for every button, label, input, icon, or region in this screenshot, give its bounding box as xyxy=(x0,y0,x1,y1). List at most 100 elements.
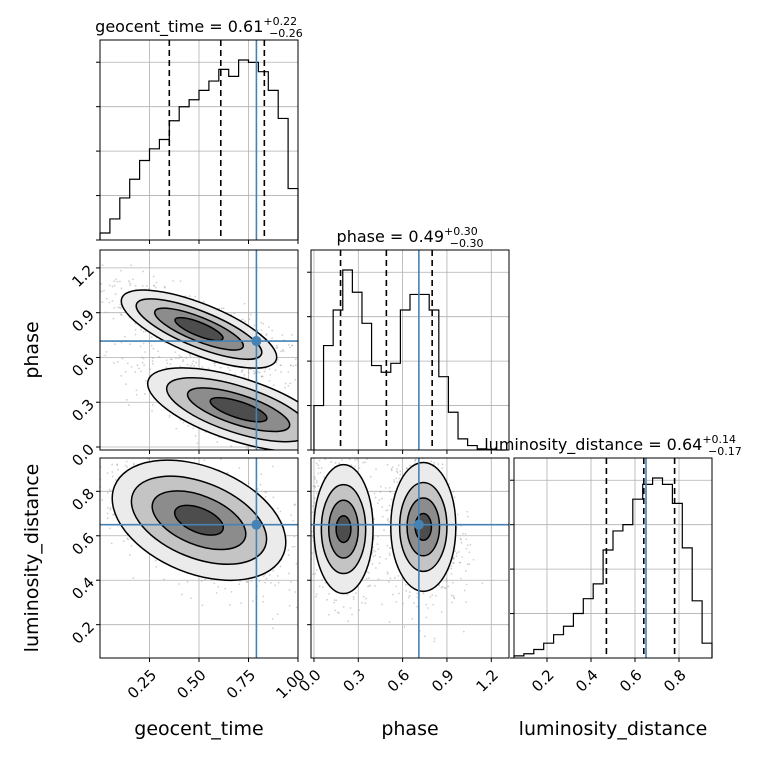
sample-point xyxy=(267,452,269,454)
sample-point xyxy=(396,471,399,474)
sample-point xyxy=(142,357,145,360)
sample-point xyxy=(395,470,398,473)
sample-point xyxy=(152,275,155,278)
sample-point xyxy=(261,375,264,378)
sample-point xyxy=(260,321,263,324)
sample-point xyxy=(277,359,279,361)
sample-point xyxy=(287,549,290,552)
sample-point xyxy=(299,529,301,531)
sample-point xyxy=(312,485,315,487)
sample-point xyxy=(308,427,310,429)
sample-point xyxy=(277,581,280,584)
sample-point xyxy=(192,360,195,363)
x-axis-label-geocent_time: geocent_time xyxy=(134,718,263,740)
sample-point xyxy=(294,364,297,367)
sample-point xyxy=(275,346,278,349)
sample-point xyxy=(307,428,309,430)
marginal-panel-luminosity_distance-background xyxy=(514,458,712,658)
sample-point xyxy=(258,580,261,583)
sample-point xyxy=(47,455,49,457)
sample-point xyxy=(388,621,391,623)
sample-point xyxy=(268,574,271,576)
sample-point xyxy=(139,345,142,348)
sample-point xyxy=(453,597,456,600)
sample-point xyxy=(105,350,108,353)
sample-point xyxy=(441,585,444,588)
sample-point xyxy=(378,562,381,565)
sample-point xyxy=(170,358,173,361)
sample-point xyxy=(269,374,272,376)
sample-point xyxy=(303,459,305,461)
sample-point xyxy=(276,455,278,457)
sample-point xyxy=(318,585,321,588)
sample-point xyxy=(124,335,126,338)
sample-point xyxy=(364,602,367,605)
sample-point xyxy=(260,473,263,476)
sample-point xyxy=(425,603,428,606)
sample-point xyxy=(182,421,185,424)
sample-point xyxy=(416,592,419,595)
sample-point xyxy=(132,278,134,281)
sample-point xyxy=(396,481,399,483)
sample-point xyxy=(346,593,349,596)
y-tick-label: 0.2 xyxy=(68,618,98,648)
sample-point xyxy=(132,577,135,579)
sample-point xyxy=(113,307,116,309)
sample-point xyxy=(168,414,171,417)
sample-point xyxy=(193,364,196,367)
sample-point xyxy=(445,580,448,583)
x-tick-label: 0.6 xyxy=(384,666,414,696)
sample-point xyxy=(120,341,123,344)
sample-point xyxy=(213,364,216,367)
sample-point xyxy=(416,596,419,599)
sample-point xyxy=(451,601,453,604)
sample-point xyxy=(281,334,284,337)
sample-point xyxy=(168,416,171,418)
sample-point xyxy=(272,384,275,386)
sample-point xyxy=(327,456,329,458)
sample-point xyxy=(301,405,303,407)
sample-point xyxy=(307,402,309,404)
sample-point xyxy=(307,398,309,400)
sample-point xyxy=(195,361,198,364)
sample-point xyxy=(291,344,294,347)
sample-point xyxy=(292,519,295,522)
sample-point xyxy=(189,364,192,367)
sample-point xyxy=(441,467,444,470)
joint-panel-geocent_time-phase-frame xyxy=(99,249,299,451)
sample-point xyxy=(357,460,360,462)
marginal-panel-phase-background xyxy=(311,250,509,450)
sample-point xyxy=(150,336,153,339)
sample-point xyxy=(134,322,137,325)
sample-point xyxy=(303,590,305,592)
sample-point xyxy=(125,398,128,401)
sample-point xyxy=(163,578,165,581)
sample-point xyxy=(377,535,379,538)
x-tick-label: 0.3 xyxy=(339,666,369,696)
sample-point xyxy=(304,442,306,444)
sample-point xyxy=(323,476,326,479)
sample-point xyxy=(456,513,459,516)
sample-point xyxy=(298,378,300,380)
sample-point xyxy=(142,270,144,273)
sample-point xyxy=(307,433,309,435)
sample-point xyxy=(338,462,341,465)
sample-point xyxy=(287,554,290,556)
sample-point xyxy=(414,458,417,461)
sample-point xyxy=(250,579,253,582)
sample-point xyxy=(294,378,297,381)
sample-point xyxy=(288,344,290,346)
sample-point xyxy=(303,523,305,525)
sample-point xyxy=(376,502,379,505)
sample-point xyxy=(196,442,199,445)
sample-point xyxy=(385,509,387,512)
sample-point xyxy=(375,468,377,471)
x-tick-label: 0.9 xyxy=(428,666,458,696)
sample-point xyxy=(353,465,356,468)
sample-point xyxy=(469,543,472,546)
x-tick-label: 0.75 xyxy=(223,666,259,702)
sample-point xyxy=(352,596,355,598)
marginal-panel-phase: phase = 0.49+0.30 −0.30 xyxy=(307,225,510,454)
sample-point xyxy=(240,370,243,372)
sample-point xyxy=(241,371,244,373)
